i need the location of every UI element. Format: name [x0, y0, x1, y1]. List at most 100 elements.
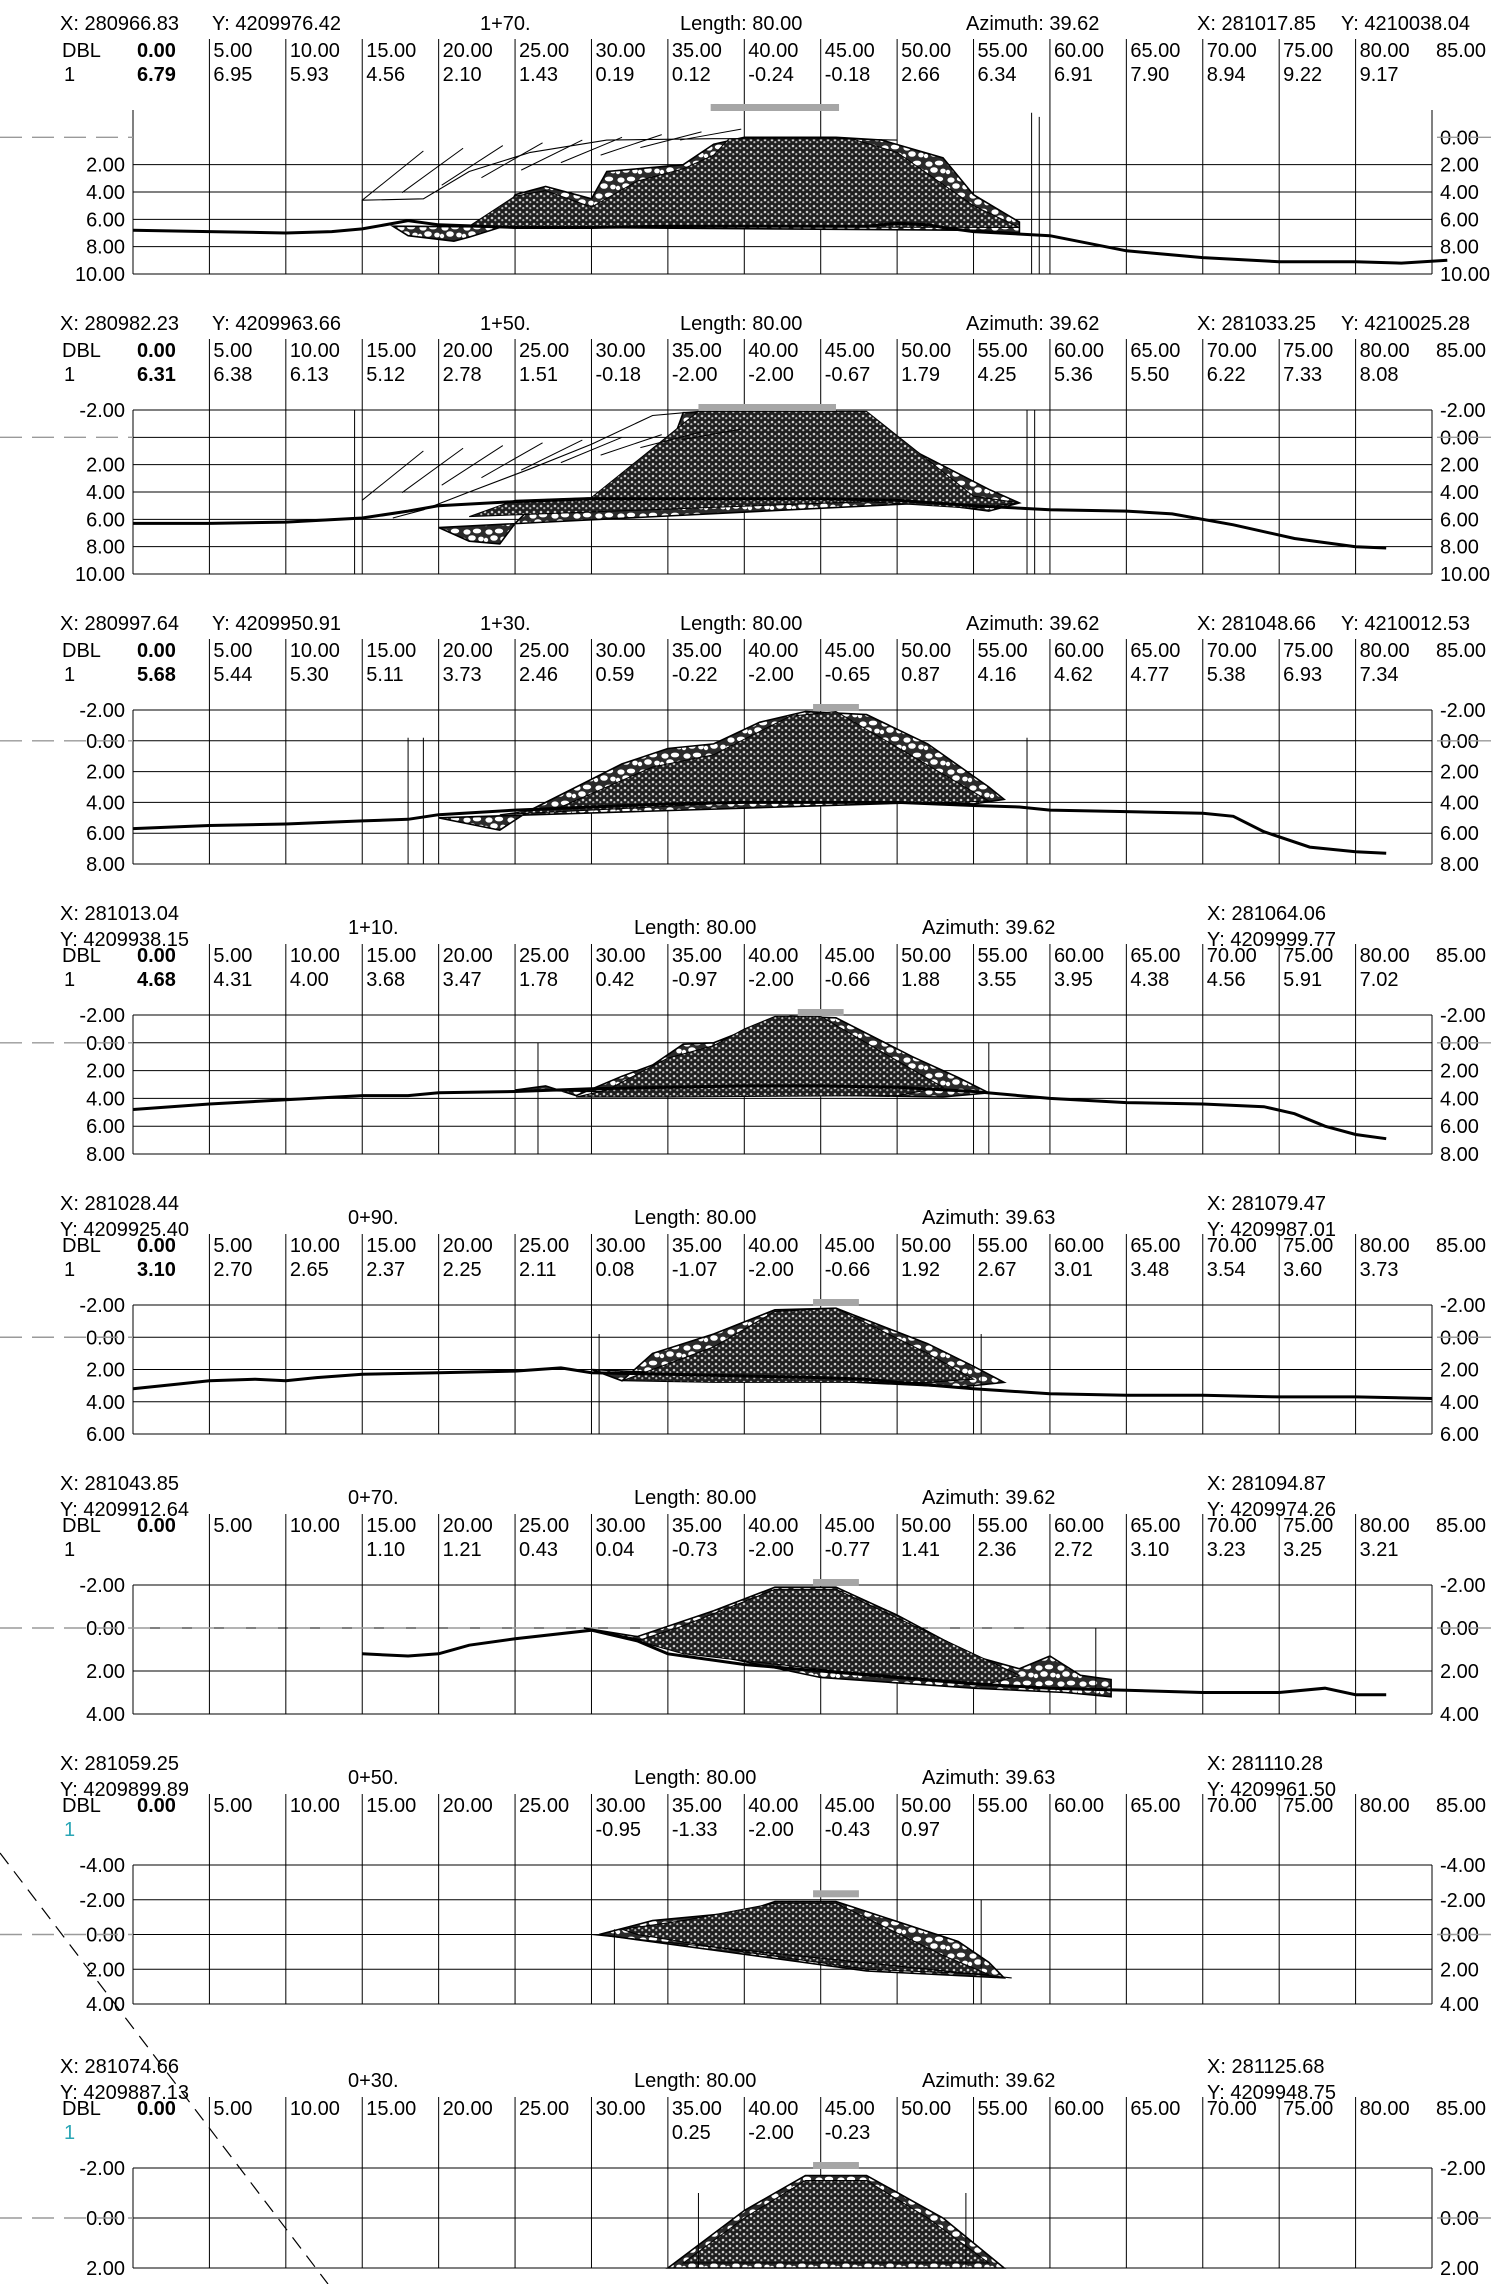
elevation-value: 2.70: [213, 1259, 252, 1281]
elevation-value: -0.73: [672, 1539, 718, 1561]
elevation-axis-label-left: 4.00: [86, 1704, 125, 1726]
road-surface-cap: [813, 1579, 859, 1586]
elevation-axis-label-right: 4.00: [1440, 1704, 1479, 1726]
distance-label: 0.00: [137, 2098, 176, 2120]
elevation-value: 3.55: [978, 969, 1017, 991]
elevation-value: 4.00: [290, 969, 329, 991]
elevation-value: 9.17: [1360, 64, 1399, 86]
distance-label: 70.00: [1207, 340, 1257, 362]
elevation-value: 7.90: [1130, 64, 1169, 86]
distance-label: 45.00: [825, 1795, 875, 1817]
distance-label: 5.00: [213, 1795, 252, 1817]
elevation-axis-label-right: 6.00: [1440, 1424, 1479, 1446]
elevation-value: 4.62: [1054, 664, 1093, 686]
length-label: Length: 80.00: [634, 1487, 756, 1509]
distance-label: 0.00: [137, 640, 176, 662]
distance-label: 20.00: [443, 945, 493, 967]
elevation-axis-label-left: 4.00: [86, 1392, 125, 1414]
distance-label: 5.00: [213, 340, 252, 362]
elevation-value: 5.44: [213, 664, 252, 686]
azimuth-label: Azimuth: 39.62: [922, 1487, 1055, 1509]
distance-label: 45.00: [825, 1515, 875, 1537]
distance-label: 80.00: [1360, 945, 1410, 967]
dbl-label: DBL: [62, 1515, 101, 1537]
distance-label: 45.00: [825, 1235, 875, 1257]
elevation-axis-label-left: -2.00: [79, 1890, 125, 1912]
distance-label: 70.00: [1207, 945, 1257, 967]
elevation-value: -0.66: [825, 1259, 871, 1281]
distance-label: 85.00: [1436, 640, 1486, 662]
distance-label: 60.00: [1054, 1515, 1104, 1537]
distance-label: 25.00: [519, 640, 569, 662]
distance-label: 25.00: [519, 340, 569, 362]
cross-section-150: X: 280982.23 Y: 4209963.66 1+50. Length: 80…: [0, 313, 1499, 586]
azimuth-label: Azimuth: 39.62: [966, 13, 1099, 35]
elevation-axis-label-right: 0.00: [1440, 427, 1479, 449]
elevation-axis-label-left: 6.00: [86, 209, 125, 231]
distance-label: 35.00: [672, 2098, 722, 2120]
left-x-coordinate: X: 281013.04: [60, 903, 179, 925]
elevation-axis-label-left: 0.00: [86, 1618, 125, 1640]
azimuth-label: Azimuth: 39.63: [922, 1767, 1055, 1789]
existing-ground-line: [362, 1628, 1387, 1697]
elevation-value: -1.33: [672, 1819, 718, 1841]
distance-label: 25.00: [519, 1795, 569, 1817]
left-y-coordinate: Y: 4209976.42: [212, 13, 341, 35]
design-mesh-line: [640, 431, 702, 449]
right-x-coordinate: X: 281110.28: [1207, 1753, 1323, 1775]
distance-label: 60.00: [1054, 945, 1104, 967]
distance-label: 15.00: [366, 945, 416, 967]
elevation-axis-label-right: 4.00: [1440, 1994, 1479, 2016]
distance-label: 20.00: [443, 1515, 493, 1537]
distance-label: 65.00: [1130, 2098, 1180, 2120]
distance-label: 50.00: [901, 40, 951, 62]
elevation-axis-label-right: -4.00: [1440, 1855, 1486, 1877]
elevation-axis-label-left: 2.00: [86, 455, 125, 477]
row-label: 1: [64, 969, 75, 991]
azimuth-label: Azimuth: 39.62: [966, 613, 1099, 635]
distance-label: 45.00: [825, 2098, 875, 2120]
design-mesh-line: [520, 439, 583, 471]
elevation-value: 1.21: [443, 1539, 482, 1561]
embankment-core: [681, 2180, 991, 2264]
distance-label: 10.00: [290, 340, 340, 362]
elevation-axis-label-left: 4.00: [86, 1994, 125, 2016]
right-y-coordinate: Y: 4209987.01: [1207, 1219, 1336, 1241]
elevation-value: -2.00: [672, 364, 718, 386]
distance-label: 30.00: [595, 40, 645, 62]
distance-label: 65.00: [1130, 340, 1180, 362]
distance-label: 85.00: [1436, 1515, 1486, 1537]
distance-label: 20.00: [443, 40, 493, 62]
distance-label: 35.00: [672, 1795, 722, 1817]
elevation-axis-label-left: 0.00: [86, 1925, 125, 1947]
distance-label: 45.00: [825, 945, 875, 967]
distance-label: 45.00: [825, 640, 875, 662]
elevation-axis-label-right: 4.00: [1440, 792, 1479, 814]
design-mesh-line: [361, 450, 424, 501]
right-x-coordinate: X: 281048.66: [1197, 613, 1316, 635]
elevation-axis-label-left: 4.00: [86, 792, 125, 814]
row-label: 1: [64, 1259, 75, 1281]
elevation-value: 6.13: [290, 364, 329, 386]
elevation-value: -0.43: [825, 1819, 871, 1841]
elevation-value: -2.00: [748, 1819, 794, 1841]
distance-label: 70.00: [1207, 1235, 1257, 1257]
elevation-axis-label-right: 10.00: [1440, 564, 1490, 586]
left-x-coordinate: X: 281028.44: [60, 1193, 179, 1215]
station-label: 0+30.: [348, 2070, 399, 2092]
elevation-value: -2.00: [748, 969, 794, 991]
elevation-axis-label-right: 8.00: [1440, 854, 1479, 876]
elevation-value: 5.12: [366, 364, 405, 386]
elevation-value: -2.00: [748, 1539, 794, 1561]
distance-label: 40.00: [748, 1515, 798, 1537]
elevation-value: 8.94: [1207, 64, 1246, 86]
cross-section-070: X: 281043.85 Y: 4209912.64 0+70. Length: 80…: [0, 1473, 1499, 1726]
distance-label: 70.00: [1207, 640, 1257, 662]
distance-label: 35.00: [672, 40, 722, 62]
elevation-value: 6.34: [978, 64, 1017, 86]
elevation-axis-label-right: 10.00: [1440, 264, 1490, 286]
elevation-axis-label-left: 8.00: [86, 537, 125, 559]
elevation-value: 9.22: [1283, 64, 1322, 86]
design-mesh-line: [680, 128, 742, 141]
elevation-axis-label-left: 10.00: [75, 264, 125, 286]
